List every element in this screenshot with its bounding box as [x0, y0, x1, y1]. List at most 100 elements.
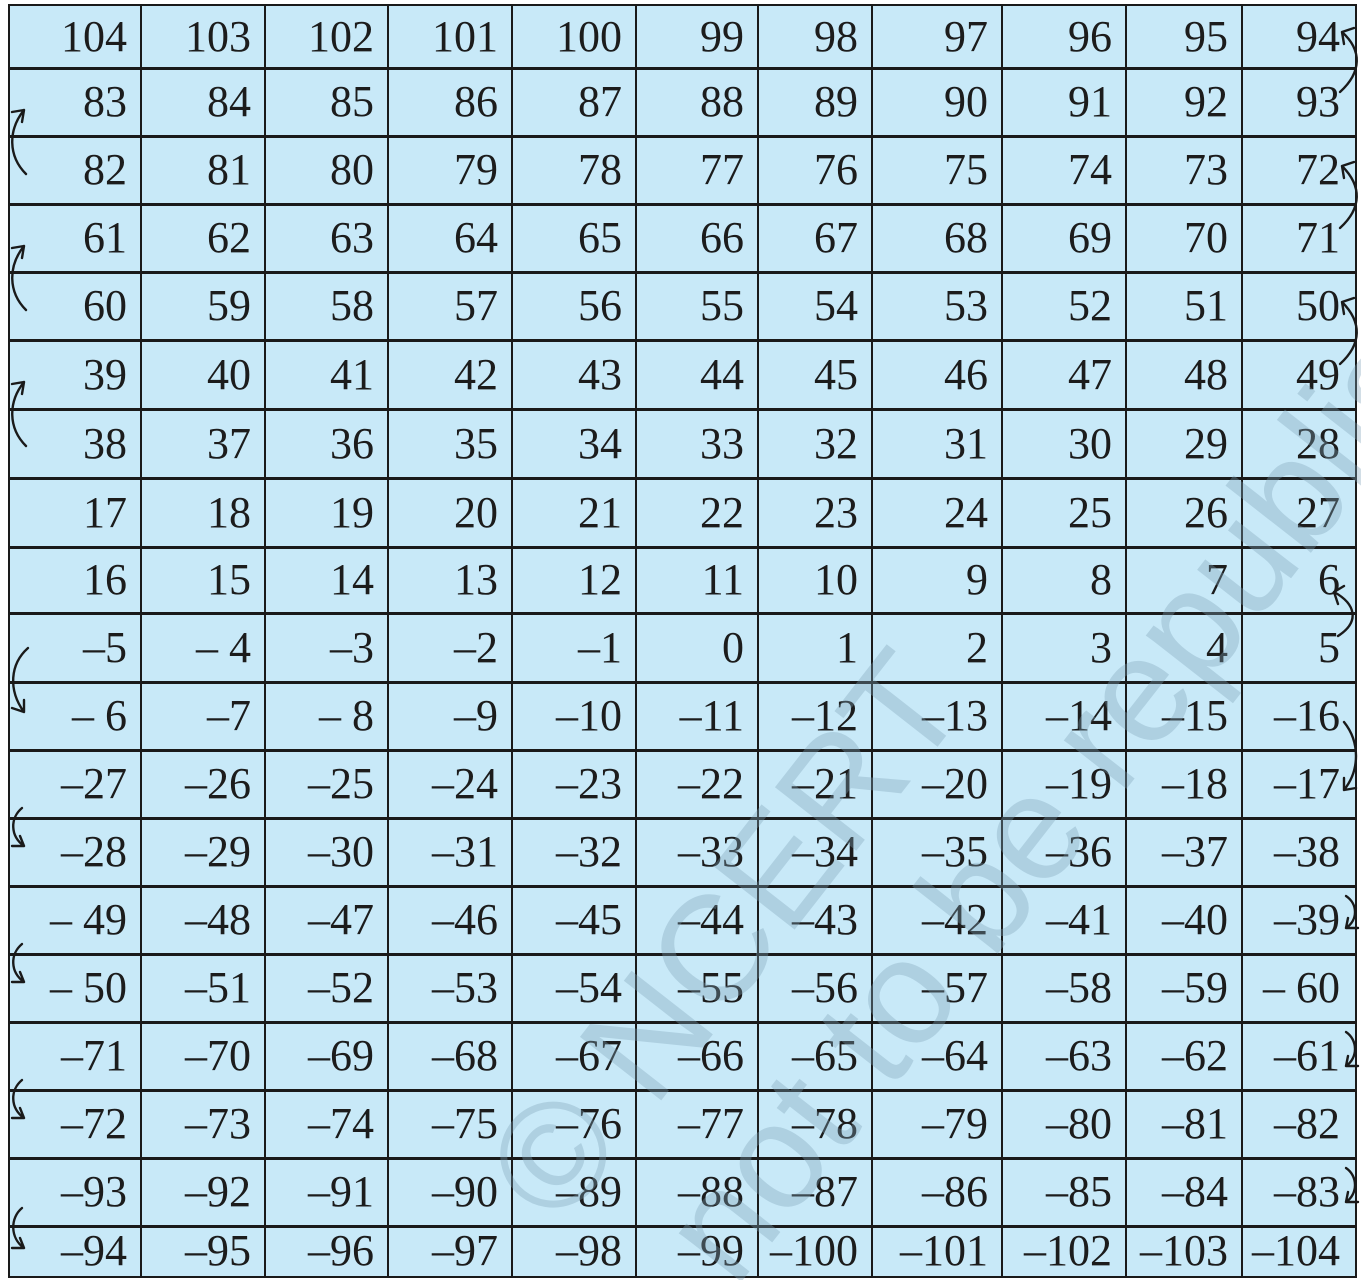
grid-row-line	[10, 749, 1355, 752]
number-cell: 78	[578, 145, 622, 194]
number-cell: 86	[454, 77, 498, 126]
number-cell: 44	[700, 349, 744, 399]
number-cell: – 49	[50, 895, 127, 944]
number-cell: 3	[1090, 622, 1112, 672]
grid-row-line	[10, 408, 1355, 411]
number-cell: 10	[814, 555, 858, 604]
number-cell: –71	[61, 1031, 127, 1080]
number-cell: –56	[792, 963, 858, 1012]
number-cell: 38	[83, 418, 127, 468]
number-cell: –14	[1046, 691, 1112, 740]
number-cell: 53	[944, 281, 988, 330]
number-cell: –39	[1274, 895, 1340, 944]
number-cell: 31	[944, 418, 988, 468]
number-cell: 91	[1068, 77, 1112, 126]
number-cell: –27	[61, 759, 127, 808]
number-cell: 74	[1068, 145, 1112, 194]
number-cell: – 8	[319, 691, 374, 740]
number-cell: –52	[308, 963, 374, 1012]
number-cell: –22	[678, 759, 744, 808]
number-cell: 21	[578, 487, 622, 537]
number-cell: –97	[432, 1225, 498, 1275]
number-cell: –13	[922, 691, 988, 740]
number-cell: 63	[330, 213, 374, 262]
number-cell: –101	[900, 1225, 988, 1275]
number-cell: 30	[1068, 418, 1112, 468]
number-cell: 22	[700, 487, 744, 537]
number-cell: 9	[966, 555, 988, 604]
number-cell: –41	[1046, 895, 1112, 944]
number-cell: –7	[207, 691, 251, 740]
number-cell: –12	[792, 691, 858, 740]
number-cell: 18	[207, 487, 251, 537]
number-cell: –85	[1046, 1167, 1112, 1216]
number-cell: 6	[1318, 555, 1340, 604]
grid-column-line	[635, 6, 637, 1276]
number-cell: –54	[556, 963, 622, 1012]
grid-column-line	[1001, 6, 1003, 1276]
number-cell: –11	[679, 691, 744, 740]
number-cell: –58	[1046, 963, 1112, 1012]
number-cell: –102	[1024, 1225, 1112, 1275]
number-cell: –74	[308, 1099, 374, 1148]
number-cell: 94	[1296, 12, 1340, 61]
grid-column-line	[140, 6, 142, 1276]
number-cell: 51	[1184, 281, 1228, 330]
number-cell: –92	[185, 1167, 251, 1216]
number-cell: –25	[308, 759, 374, 808]
number-cell: 14	[330, 555, 374, 604]
number-cell: 77	[700, 145, 744, 194]
number-cell: 52	[1068, 281, 1112, 330]
number-cell: 73	[1184, 145, 1228, 194]
number-cell: –2	[454, 622, 498, 672]
number-cell: 0	[722, 622, 744, 672]
number-cell: –78	[792, 1099, 858, 1148]
number-cell: – 50	[50, 963, 127, 1012]
number-cell: –86	[922, 1167, 988, 1216]
number-cell: –20	[922, 759, 988, 808]
number-cell: 46	[944, 349, 988, 399]
number-cell: –87	[792, 1167, 858, 1216]
number-cell: 79	[454, 145, 498, 194]
number-cell: –15	[1162, 691, 1228, 740]
number-cell: –90	[432, 1167, 498, 1216]
number-cell: 65	[578, 213, 622, 262]
number-cell: –63	[1046, 1031, 1112, 1080]
number-cell: –70	[185, 1031, 251, 1080]
grid-column-line	[1241, 6, 1243, 1276]
number-cell: 16	[83, 555, 127, 604]
number-cell: 36	[330, 418, 374, 468]
number-cell: 82	[83, 145, 127, 194]
number-cell: –16	[1274, 691, 1340, 740]
number-cell: 47	[1068, 349, 1112, 399]
number-cell: –95	[185, 1225, 251, 1275]
number-cell: –36	[1046, 827, 1112, 876]
number-cell: 39	[83, 349, 127, 399]
number-cell: 84	[207, 77, 251, 126]
number-cell: 4	[1206, 622, 1228, 672]
grid-column-line	[757, 6, 759, 1276]
number-cell: 92	[1184, 77, 1228, 126]
number-cell: 102	[308, 12, 374, 61]
number-cell: 28	[1296, 418, 1340, 468]
number-cell: 5	[1318, 622, 1340, 672]
grid-row-line	[10, 612, 1355, 615]
number-cell: 29	[1184, 418, 1228, 468]
number-cell: –53	[432, 963, 498, 1012]
number-cell: –79	[922, 1099, 988, 1148]
grid-column-line	[387, 6, 389, 1276]
number-cell: 25	[1068, 487, 1112, 537]
number-cell: –99	[678, 1225, 744, 1275]
number-cell: –21	[792, 759, 858, 808]
number-cell: –103	[1140, 1225, 1228, 1275]
grid-column-line	[511, 6, 513, 1276]
number-cell: –88	[678, 1167, 744, 1216]
grid-column-line	[871, 6, 873, 1276]
number-cell: –34	[792, 827, 858, 876]
number-cell: 12	[578, 555, 622, 604]
number-cell: –3	[330, 622, 374, 672]
number-cell: 40	[207, 349, 251, 399]
number-cell: –66	[678, 1031, 744, 1080]
number-cell: –69	[308, 1031, 374, 1080]
number-cell: –5	[83, 622, 127, 672]
